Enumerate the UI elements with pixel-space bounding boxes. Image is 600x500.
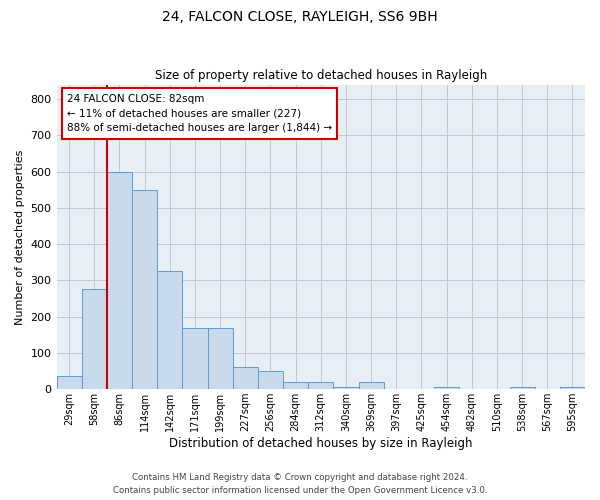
Bar: [509, 388, 535, 389]
Bar: [334, 388, 359, 389]
X-axis label: Distribution of detached houses by size in Rayleigh: Distribution of detached houses by size …: [169, 437, 473, 450]
Text: 24, FALCON CLOSE, RAYLEIGH, SS6 9BH: 24, FALCON CLOSE, RAYLEIGH, SS6 9BH: [162, 10, 438, 24]
Bar: [258, 371, 283, 389]
Bar: [359, 382, 383, 389]
Bar: [283, 382, 308, 389]
Bar: [560, 388, 585, 389]
Title: Size of property relative to detached houses in Rayleigh: Size of property relative to detached ho…: [155, 69, 487, 82]
Bar: [308, 382, 334, 389]
Y-axis label: Number of detached properties: Number of detached properties: [15, 149, 25, 324]
Bar: [132, 190, 157, 389]
Text: Contains HM Land Registry data © Crown copyright and database right 2024.
Contai: Contains HM Land Registry data © Crown c…: [113, 474, 487, 495]
Text: 24 FALCON CLOSE: 82sqm
← 11% of detached houses are smaller (227)
88% of semi-de: 24 FALCON CLOSE: 82sqm ← 11% of detached…: [67, 94, 332, 134]
Bar: [434, 388, 459, 389]
Bar: [233, 368, 258, 389]
Bar: [208, 328, 233, 389]
Bar: [157, 272, 182, 389]
Bar: [107, 172, 132, 389]
Bar: [182, 328, 208, 389]
Bar: [56, 376, 82, 389]
Bar: [82, 288, 107, 389]
